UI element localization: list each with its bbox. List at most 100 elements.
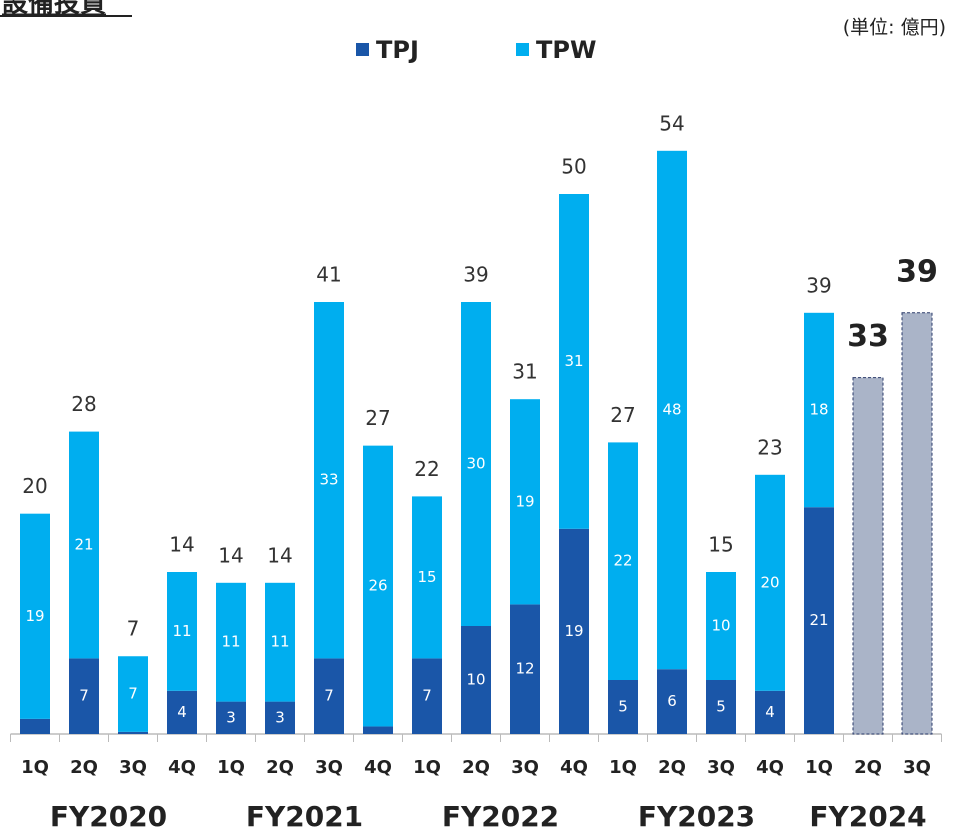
total-label: 39 <box>806 273 831 297</box>
total-label: 23 <box>757 435 782 459</box>
x-tick-label: 2Q <box>854 757 882 778</box>
bar-segment <box>608 680 638 734</box>
data-label: 11 <box>221 633 240 651</box>
group-label: FY2021 <box>246 800 363 832</box>
total-label: 27 <box>610 403 635 427</box>
data-label: 48 <box>662 401 681 419</box>
bar-segment <box>559 194 589 529</box>
x-tick-label: 2Q <box>266 757 294 778</box>
data-label: 7 <box>422 687 432 705</box>
bar-segment <box>657 150 687 670</box>
x-tick-label: 4Q <box>756 757 784 778</box>
bar-segment <box>20 513 50 719</box>
total-label: 54 <box>659 111 684 135</box>
data-label: 22 <box>613 552 632 570</box>
bar-segment <box>363 726 393 734</box>
data-label: 3 <box>226 708 236 726</box>
bar-segment <box>216 582 246 702</box>
data-label: 12 <box>515 660 534 678</box>
total-label: 31 <box>512 360 537 384</box>
group-label: FY2022 <box>442 800 559 832</box>
total-label: 15 <box>708 533 733 557</box>
bar-segment <box>314 658 344 734</box>
chart-title: 設備投資 <box>2 0 106 19</box>
data-label: 18 <box>809 401 828 419</box>
data-label: 7 <box>79 687 89 705</box>
data-label: 26 <box>368 577 387 595</box>
legend-label: TPW <box>536 36 596 64</box>
x-tick-label: 2Q <box>658 757 686 778</box>
data-label: 20 <box>760 573 779 591</box>
x-tick-label: 4Q <box>364 757 392 778</box>
x-tick-label: 1Q <box>21 757 49 778</box>
x-tick-label: 4Q <box>560 757 588 778</box>
total-label: 20 <box>22 474 47 498</box>
data-label: 15 <box>417 568 436 586</box>
total-label: 50 <box>561 155 586 179</box>
x-tick-label: 3Q <box>903 757 931 778</box>
total-label: 7 <box>127 617 140 641</box>
data-label: 10 <box>466 671 485 689</box>
bar-segment <box>559 528 589 734</box>
total-label: 27 <box>365 406 390 430</box>
bar-segment <box>706 572 736 680</box>
group-label: FY2023 <box>638 800 755 832</box>
x-tick-label: 3Q <box>707 757 735 778</box>
data-label: 6 <box>667 692 677 710</box>
bar-segment <box>265 701 295 734</box>
x-tick-label: 1Q <box>217 757 245 778</box>
bar-segment <box>706 680 736 734</box>
legend-swatch <box>516 43 529 56</box>
bar-segment <box>412 658 442 734</box>
bar-segment <box>608 442 638 680</box>
bar-segment <box>167 572 197 691</box>
forecast-bar <box>852 377 884 735</box>
bar-segment <box>510 399 540 605</box>
group-label: FY2020 <box>50 800 167 832</box>
data-label: 11 <box>270 633 289 651</box>
total-label: 14 <box>218 543 243 567</box>
x-tick-label: 1Q <box>413 757 441 778</box>
data-label: 21 <box>809 611 828 629</box>
x-tick-label: 3Q <box>511 757 539 778</box>
bar-segment <box>118 656 148 732</box>
bar-segment <box>412 496 442 659</box>
bar-segment <box>510 604 540 734</box>
bar-segment <box>167 690 197 734</box>
bar-segment <box>69 658 99 734</box>
bar-segment <box>804 312 834 508</box>
total-label: 28 <box>71 392 96 416</box>
data-label: 10 <box>711 617 730 635</box>
forecast-label: 33 <box>847 319 889 354</box>
data-label: 30 <box>466 455 485 473</box>
total-label: 39 <box>463 263 488 287</box>
group-label: FY2024 <box>809 800 926 832</box>
data-label: 7 <box>324 687 334 705</box>
data-label: 33 <box>319 471 338 489</box>
data-label: 11 <box>172 622 191 640</box>
bar-segment <box>314 302 344 659</box>
legend-label: TPJ <box>376 36 419 64</box>
data-label: 7 <box>128 685 138 703</box>
bar-segment <box>804 507 834 734</box>
data-label: 19 <box>564 622 583 640</box>
forecast-label: 39 <box>896 254 938 289</box>
forecast-bar <box>901 312 933 735</box>
data-label: 3 <box>275 708 285 726</box>
total-label: 14 <box>169 533 194 557</box>
data-label: 19 <box>25 607 44 625</box>
x-tick-label: 4Q <box>168 757 196 778</box>
x-tick-label: 1Q <box>805 757 833 778</box>
bar-segment <box>461 626 491 734</box>
x-tick-label: 2Q <box>462 757 490 778</box>
legend-swatch <box>356 43 369 56</box>
bar-segment <box>755 690 785 734</box>
bar-segment <box>657 669 687 734</box>
total-label: 22 <box>414 457 439 481</box>
bar-segment <box>118 731 148 734</box>
x-tick-label: 2Q <box>70 757 98 778</box>
total-label: 14 <box>267 543 292 567</box>
x-tick-label: 3Q <box>315 757 343 778</box>
total-label: 41 <box>316 263 341 287</box>
